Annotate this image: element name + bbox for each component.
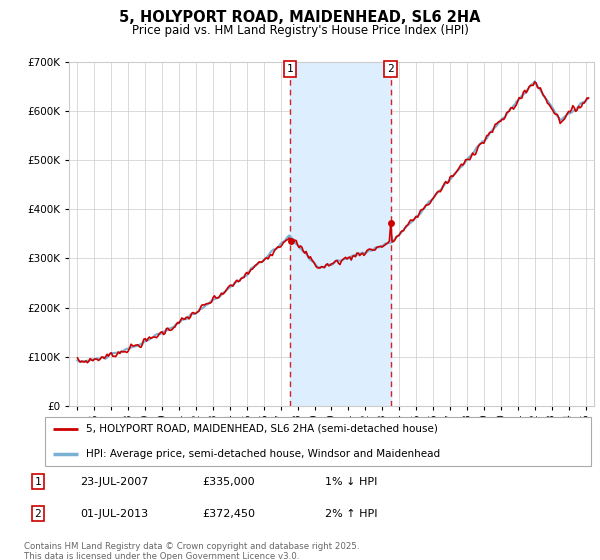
FancyBboxPatch shape (45, 417, 591, 466)
Text: 1: 1 (287, 64, 293, 74)
Text: 01-JUL-2013: 01-JUL-2013 (80, 509, 148, 519)
Text: 2: 2 (35, 509, 41, 519)
Text: 1: 1 (35, 477, 41, 487)
Text: 5, HOLYPORT ROAD, MAIDENHEAD, SL6 2HA: 5, HOLYPORT ROAD, MAIDENHEAD, SL6 2HA (119, 10, 481, 25)
Text: £372,450: £372,450 (203, 509, 256, 519)
Text: 5, HOLYPORT ROAD, MAIDENHEAD, SL6 2HA (semi-detached house): 5, HOLYPORT ROAD, MAIDENHEAD, SL6 2HA (s… (86, 424, 438, 434)
Text: 1% ↓ HPI: 1% ↓ HPI (325, 477, 377, 487)
Text: 2: 2 (388, 64, 394, 74)
Text: Price paid vs. HM Land Registry's House Price Index (HPI): Price paid vs. HM Land Registry's House … (131, 24, 469, 36)
Text: Contains HM Land Registry data © Crown copyright and database right 2025.
This d: Contains HM Land Registry data © Crown c… (24, 542, 359, 560)
Text: 23-JUL-2007: 23-JUL-2007 (80, 477, 148, 487)
Text: HPI: Average price, semi-detached house, Windsor and Maidenhead: HPI: Average price, semi-detached house,… (86, 449, 440, 459)
Text: 2% ↑ HPI: 2% ↑ HPI (325, 509, 378, 519)
Bar (290, 62, 391, 406)
Text: £335,000: £335,000 (203, 477, 255, 487)
